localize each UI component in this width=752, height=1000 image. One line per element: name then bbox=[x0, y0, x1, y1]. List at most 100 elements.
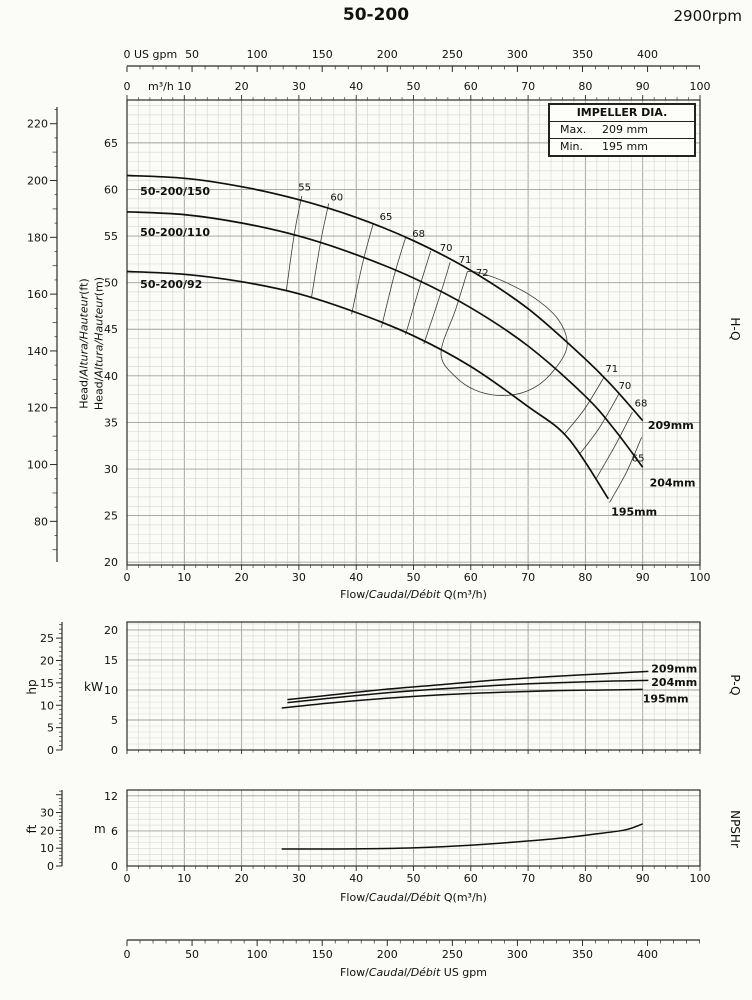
svg-text:20: 20 bbox=[235, 80, 249, 93]
svg-text:0: 0 bbox=[111, 860, 118, 873]
svg-text:300: 300 bbox=[507, 948, 528, 961]
svg-text:150: 150 bbox=[312, 48, 333, 61]
svg-text:m³/h: m³/h bbox=[148, 80, 174, 93]
svg-text:70: 70 bbox=[521, 872, 535, 885]
top-m3h-axis: 0 10 20 30 40 50 60 70 80 90 100 m³/h bbox=[124, 80, 711, 100]
svg-text:65: 65 bbox=[104, 137, 118, 150]
efficiency-contour-72 bbox=[440, 270, 568, 396]
svg-text:10: 10 bbox=[40, 699, 54, 712]
svg-text:204mm: 204mm bbox=[650, 477, 696, 490]
svg-text:90: 90 bbox=[636, 872, 650, 885]
svg-text:10: 10 bbox=[104, 684, 118, 697]
svg-text:350: 350 bbox=[572, 948, 593, 961]
svg-text:100: 100 bbox=[247, 948, 268, 961]
efficiency-contour-70 bbox=[405, 250, 432, 335]
svg-text:20: 20 bbox=[40, 655, 54, 668]
svg-text:140: 140 bbox=[27, 345, 48, 358]
svg-text:40: 40 bbox=[349, 80, 363, 93]
svg-text:68: 68 bbox=[412, 229, 425, 240]
svg-text:25: 25 bbox=[104, 510, 118, 523]
flow-axis-label-hq: Flow/Caudal/Débit Q(m³/h) bbox=[340, 588, 487, 601]
svg-text:50: 50 bbox=[407, 872, 421, 885]
efficiency-contour-60 bbox=[311, 203, 330, 298]
svg-text:100: 100 bbox=[690, 80, 711, 93]
head-ft-axis-label: Head/Altura/Hauteur(ft) bbox=[77, 278, 91, 409]
svg-text:150: 150 bbox=[312, 948, 333, 961]
svg-text:5: 5 bbox=[111, 714, 118, 727]
svg-text:100: 100 bbox=[690, 872, 711, 885]
efficiency-contour-55 bbox=[285, 195, 303, 292]
bottom-usgpm-axis: 0 50 100 150 200 250 300 350 400 bbox=[124, 939, 700, 961]
svg-text:50-200/110: 50-200/110 bbox=[140, 226, 210, 239]
page-title: 50-200 bbox=[342, 5, 410, 25]
pq-curve-195mm bbox=[281, 688, 643, 709]
svg-text:350: 350 bbox=[572, 48, 593, 61]
head-m-axis-label: Head/Altura/Hauteur(m) bbox=[92, 276, 106, 411]
svg-text:6: 6 bbox=[111, 825, 118, 838]
svg-text:50: 50 bbox=[104, 277, 118, 290]
svg-text:209mm: 209mm bbox=[651, 662, 697, 675]
svg-text:60: 60 bbox=[330, 193, 343, 204]
ft-axis-label: ft bbox=[25, 824, 39, 834]
svg-text:0: 0 bbox=[124, 48, 131, 61]
svg-text:70: 70 bbox=[521, 571, 535, 584]
svg-text:20: 20 bbox=[235, 872, 249, 885]
efficiency-contour-65 bbox=[351, 222, 374, 315]
flow-axis-label-usgpm: Flow/Caudal/Débit US gpm bbox=[339, 966, 487, 979]
svg-text:195mm: 195mm bbox=[611, 506, 657, 519]
svg-text:90: 90 bbox=[636, 571, 650, 584]
svg-text:100: 100 bbox=[690, 571, 711, 584]
svg-text:45: 45 bbox=[104, 323, 118, 336]
svg-text:100: 100 bbox=[27, 459, 48, 472]
flow-axis-label-npshr: Flow/Caudal/Débit Q(m³/h) bbox=[340, 891, 487, 904]
m-axis-label: m bbox=[94, 822, 106, 836]
impeller-box-title: IMPELLER DIA. bbox=[550, 105, 694, 122]
svg-text:400: 400 bbox=[637, 48, 658, 61]
svg-text:71: 71 bbox=[459, 255, 472, 266]
svg-text:70: 70 bbox=[521, 80, 535, 93]
svg-text:10: 10 bbox=[177, 872, 191, 885]
svg-text:250: 250 bbox=[442, 948, 463, 961]
npshr-curve bbox=[281, 823, 643, 850]
svg-text:0: 0 bbox=[47, 744, 54, 757]
svg-text:220: 220 bbox=[27, 118, 48, 131]
efficiency-contour-70 bbox=[579, 394, 619, 455]
svg-text:0: 0 bbox=[124, 948, 131, 961]
hq-curves: 50-200/150 50-200/110 50-200/92 209mm 204mm 1… bbox=[126, 174, 696, 519]
svg-text:35: 35 bbox=[104, 416, 118, 429]
pq-curve-204mm bbox=[287, 679, 649, 704]
svg-text:10: 10 bbox=[177, 80, 191, 93]
svg-text:65: 65 bbox=[380, 212, 393, 223]
svg-text:5: 5 bbox=[47, 722, 54, 735]
svg-text:400: 400 bbox=[637, 948, 658, 961]
svg-text:200: 200 bbox=[27, 175, 48, 188]
left-m-ticks: 20 25 30 35 40 45 50 55 60 65 bbox=[104, 137, 118, 569]
svg-text:40: 40 bbox=[349, 872, 363, 885]
impeller-min-row: Min. 195 mm bbox=[550, 139, 694, 155]
efficiency-contour-68 bbox=[381, 237, 406, 328]
svg-text:30: 30 bbox=[292, 872, 306, 885]
svg-text:55: 55 bbox=[104, 230, 118, 243]
svg-text:200: 200 bbox=[377, 48, 398, 61]
svg-text:0: 0 bbox=[124, 872, 131, 885]
svg-text:250: 250 bbox=[442, 48, 463, 61]
svg-text:50: 50 bbox=[407, 80, 421, 93]
hq-bottom-axis: 0 10 20 30 40 50 60 70 80 90 100 bbox=[124, 565, 711, 584]
svg-text:15: 15 bbox=[104, 654, 118, 667]
rpm-label: 2900rpm bbox=[673, 7, 742, 25]
svg-text:30: 30 bbox=[40, 807, 54, 820]
svg-text:160: 160 bbox=[27, 288, 48, 301]
impeller-max-row: Max. 209 mm bbox=[550, 122, 694, 139]
impeller-max-value: 209 mm bbox=[602, 123, 648, 136]
svg-text:80: 80 bbox=[578, 571, 592, 584]
svg-text:60: 60 bbox=[104, 183, 118, 196]
svg-text:50: 50 bbox=[185, 48, 199, 61]
svg-text:72: 72 bbox=[476, 268, 489, 279]
svg-text:20: 20 bbox=[235, 571, 249, 584]
svg-text:204mm: 204mm bbox=[651, 676, 697, 689]
efficiency-contour-71 bbox=[564, 377, 605, 434]
hq-section-label: H-Q bbox=[728, 317, 742, 341]
hq-curve-209mm bbox=[126, 174, 644, 422]
